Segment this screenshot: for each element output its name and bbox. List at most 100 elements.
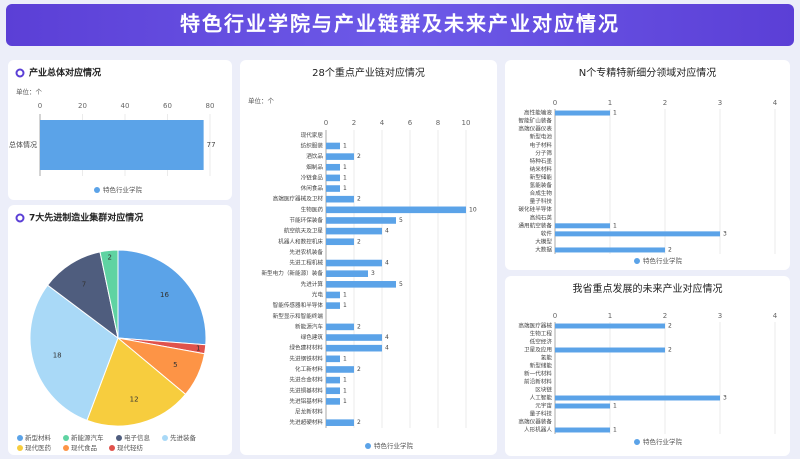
panel-icon [15, 68, 25, 78]
value-label: 2 [357, 323, 361, 330]
value-label: 1 [613, 222, 617, 229]
y-tick-label: 先进铝基材料 [289, 397, 323, 405]
bar [326, 227, 382, 235]
y-tick-label: 化工新材料 [295, 365, 323, 373]
y-tick-label: 纺织服装 [301, 141, 324, 149]
y-tick-label: 人工智能 [530, 394, 553, 402]
y-tick-label: 卫星及应用 [524, 346, 552, 354]
x-tick-label: 1 [608, 312, 612, 320]
panel-title: 7大先进制造业集群对应情况 [29, 212, 143, 224]
x-tick-label: 20 [78, 102, 87, 110]
y-tick-label: 氢能装备 [530, 181, 553, 189]
x-tick-label: 10 [462, 119, 471, 127]
y-tick-label: 高端仪器仪表 [518, 125, 552, 133]
legend-swatch [116, 435, 122, 441]
value-label: 2 [357, 366, 361, 373]
value-label: 1 [343, 398, 347, 405]
y-tick-label: 高纯石英 [530, 213, 553, 221]
x-tick-label: 0 [38, 102, 42, 110]
pie-slice [46, 251, 119, 340]
page-title: 特色行业学院与产业链群及未来产业对应情况 [180, 12, 620, 36]
legend-swatch [634, 258, 640, 264]
legend-swatch [63, 445, 69, 451]
x-tick-label: 3 [718, 312, 722, 320]
value-label: 2 [357, 419, 361, 426]
bar [555, 395, 720, 401]
bar [326, 387, 340, 395]
unit-label: 单位：个 [16, 87, 43, 96]
bar [326, 344, 382, 352]
value-label: 3 [723, 230, 727, 237]
y-tick-label: 酒饮品 [306, 152, 323, 160]
x-tick-label: 2 [352, 119, 356, 127]
bar [326, 398, 340, 405]
value-label: 1 [343, 164, 347, 171]
pie-slice [29, 284, 119, 421]
y-tick-label: 总体情况 [9, 140, 37, 149]
y-tick-label: 智能矿山装备 [518, 117, 552, 125]
pie-slice [99, 249, 119, 339]
slice-label: 2 [107, 253, 111, 261]
y-tick-label: 机器人和数控机床 [278, 237, 323, 245]
bar [326, 270, 368, 277]
y-tick-label: 先进工程机械 [289, 259, 323, 267]
value-label: 1 [613, 403, 617, 410]
y-tick-label: 尼龙新材料 [295, 408, 323, 416]
legend-swatch [162, 435, 168, 441]
value-label: 2 [357, 153, 361, 160]
panel [505, 276, 790, 456]
panel-title: 28个重点产业链对应情况 [312, 66, 425, 79]
value-label: 5 [399, 217, 403, 224]
y-tick-label: 新型储能 [530, 362, 553, 370]
value-label: 10 [469, 206, 477, 213]
value-label: 3 [723, 395, 727, 402]
y-tick-label: 氢能 [541, 354, 553, 362]
y-tick-label: 纳米材料 [530, 165, 553, 173]
pie-slice [117, 249, 207, 346]
legend-label: 现代轻纺 [117, 443, 144, 452]
bar [326, 163, 340, 171]
value-label: 1 [343, 291, 347, 298]
y-tick-label: 量子科技 [530, 197, 553, 205]
bar [326, 323, 354, 331]
value-label: 1 [343, 302, 347, 309]
bar [326, 334, 382, 341]
y-tick-label: 休闲食品 [301, 184, 324, 192]
pie-slice [86, 337, 187, 427]
value-label: 2 [357, 238, 361, 245]
x-tick-label: 4 [380, 119, 385, 127]
value-label: 4 [385, 260, 389, 267]
value-label: 4 [385, 334, 389, 341]
value-label: 2 [668, 323, 672, 330]
panel-title: N个专精特新细分领域对应情况 [579, 66, 716, 79]
bar [326, 195, 354, 203]
value-label: 3 [371, 270, 375, 277]
bar [326, 206, 466, 214]
y-tick-label: 电子材料 [530, 141, 553, 149]
unit-label: 单位：个 [248, 96, 275, 105]
bar [326, 153, 354, 160]
y-tick-label: 新型储能 [530, 173, 553, 181]
y-tick-label: 特种石墨 [530, 157, 553, 165]
y-tick-label: 新型显示和智能终端 [273, 312, 324, 320]
y-tick-label: 高端仪器装备 [518, 418, 552, 426]
y-tick-label: 绿色建筑 [301, 333, 324, 341]
x-tick-label: 2 [663, 99, 667, 107]
legend-label: 先进装备 [170, 433, 197, 442]
value-label: 77 [207, 141, 216, 149]
x-tick-label: 2 [663, 312, 667, 320]
bar [326, 259, 382, 267]
y-tick-label: 先进钢铁材料 [289, 354, 323, 362]
x-tick-label: 0 [324, 119, 328, 127]
x-tick-label: 6 [408, 119, 413, 127]
y-tick-label: 分子筛 [535, 149, 552, 157]
bar [555, 347, 665, 353]
y-tick-label: 大模型 [535, 237, 552, 245]
y-tick-label: 新型电池 [530, 133, 553, 141]
legend-label: 特色行业学院 [103, 185, 143, 194]
y-tick-label: 现代家居 [301, 131, 324, 139]
y-tick-label: 光电 [312, 290, 324, 298]
y-tick-label: 烟制品 [306, 163, 323, 171]
y-tick-label: 先进铜基材料 [289, 386, 323, 394]
value-label: 2 [357, 196, 361, 203]
